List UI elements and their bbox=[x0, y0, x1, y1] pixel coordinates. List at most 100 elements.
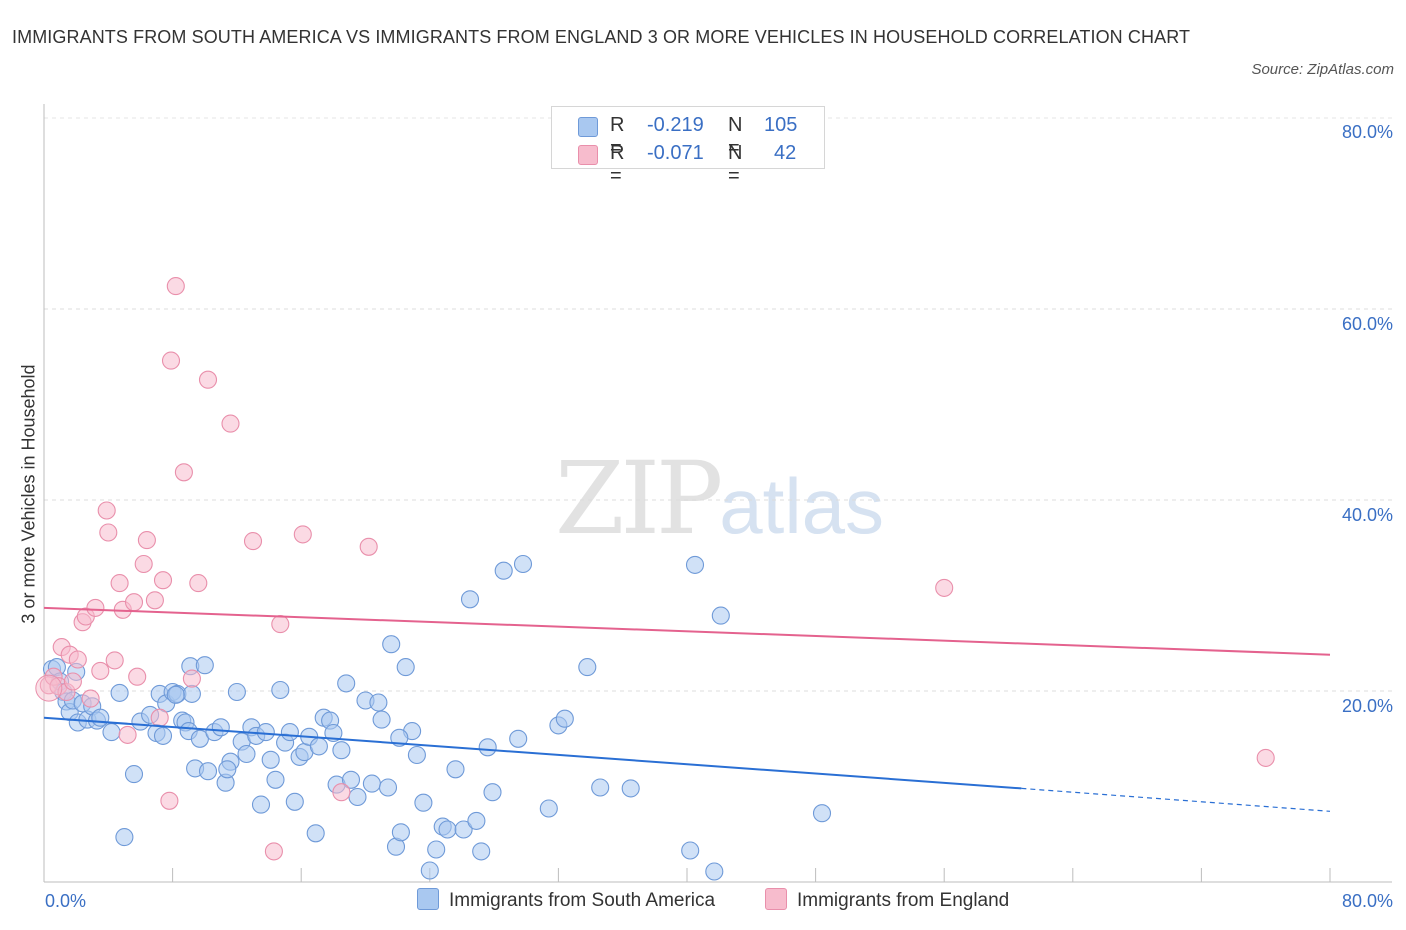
legend-n-value: 42 bbox=[774, 142, 797, 164]
data-point-south-america bbox=[306, 824, 325, 843]
data-point-south-america bbox=[621, 779, 640, 798]
legend-label: Immigrants from South America bbox=[449, 890, 716, 911]
data-point-england bbox=[198, 370, 218, 389]
data-point-south-america bbox=[256, 723, 275, 742]
data-point-england bbox=[63, 672, 82, 691]
data-point-england bbox=[332, 783, 351, 802]
trendline-south-america bbox=[43, 716, 1022, 790]
watermark-zip: ZIP bbox=[555, 440, 723, 557]
stats-legend: R = -0.219 N = 105 R = -0.071 N = 42 bbox=[551, 106, 825, 187]
legend-n-label: N = bbox=[728, 114, 743, 159]
data-point-south-america bbox=[91, 708, 110, 727]
data-point-south-america bbox=[390, 728, 409, 747]
data-point-south-america bbox=[261, 750, 280, 769]
data-point-south-america bbox=[198, 762, 218, 781]
data-point-south-america bbox=[407, 745, 426, 765]
data-point-south-america bbox=[124, 765, 144, 784]
data-point-south-america bbox=[420, 861, 439, 880]
data-point-south-america bbox=[438, 820, 457, 839]
data-point-england bbox=[81, 689, 100, 708]
data-point-england bbox=[128, 667, 147, 686]
data-point-south-america bbox=[446, 760, 465, 779]
legend-swatch bbox=[417, 888, 439, 910]
legend-swatch bbox=[578, 145, 598, 165]
legend-label: Immigrants from England bbox=[797, 890, 1010, 911]
data-point-england bbox=[935, 578, 954, 597]
data-point-south-america bbox=[454, 820, 473, 839]
data-point-england bbox=[150, 708, 169, 727]
data-point-england bbox=[124, 593, 144, 612]
trendline-south-america-extension bbox=[1021, 787, 1331, 812]
y-axis-label: 3 or more Vehicles in Household bbox=[18, 364, 39, 624]
data-point-south-america bbox=[555, 709, 574, 728]
data-point-south-america bbox=[472, 842, 491, 861]
legend-r-value: -0.219 bbox=[647, 114, 704, 136]
data-point-south-america bbox=[681, 841, 700, 860]
data-point-england bbox=[97, 501, 116, 520]
data-point-england bbox=[271, 615, 290, 634]
data-point-south-america bbox=[362, 774, 381, 793]
legend-item-england: Immigrants from England bbox=[765, 888, 1009, 912]
data-point-south-america bbox=[285, 792, 304, 811]
data-point-england bbox=[110, 574, 129, 593]
data-point-england bbox=[161, 351, 181, 370]
data-point-south-america bbox=[378, 778, 398, 797]
data-point-england bbox=[182, 669, 201, 688]
data-point-south-america bbox=[280, 723, 299, 742]
legend-n-value: 105 bbox=[764, 114, 798, 136]
y-tick-label: 40.0% bbox=[1341, 505, 1393, 525]
data-point-england bbox=[166, 277, 185, 296]
y-tick-label: 60.0% bbox=[1341, 314, 1393, 334]
data-point-england bbox=[293, 525, 312, 544]
trendline-england bbox=[43, 606, 1331, 656]
y-tick-label: 80.0% bbox=[1341, 122, 1393, 142]
legend-swatch bbox=[578, 117, 598, 137]
data-point-south-america bbox=[460, 590, 480, 609]
data-point-south-america bbox=[195, 656, 214, 675]
data-point-england bbox=[243, 532, 263, 551]
data-point-south-america bbox=[153, 726, 173, 745]
data-point-south-america bbox=[391, 823, 410, 842]
data-point-south-america bbox=[539, 799, 558, 818]
data-point-england bbox=[105, 651, 124, 670]
y-tick-label: 20.0% bbox=[1341, 696, 1393, 716]
data-point-south-america bbox=[578, 658, 597, 677]
data-point-south-america bbox=[711, 606, 730, 625]
x-tick-label: 80.0% bbox=[1341, 891, 1393, 911]
data-point-south-america bbox=[348, 787, 367, 807]
data-point-south-america bbox=[705, 862, 724, 881]
data-point-england bbox=[145, 591, 164, 610]
data-point-south-america bbox=[483, 783, 502, 802]
data-point-south-america bbox=[102, 723, 121, 742]
legend-item-south-america: Immigrants from South America bbox=[417, 888, 715, 912]
data-point-england bbox=[134, 554, 153, 574]
data-point-england bbox=[264, 842, 283, 861]
data-point-south-america bbox=[494, 561, 513, 580]
data-point-england bbox=[221, 414, 240, 433]
data-point-south-america bbox=[478, 738, 497, 757]
data-point-south-america bbox=[427, 840, 446, 859]
legend-r-label: R = bbox=[610, 142, 625, 187]
data-point-south-america bbox=[211, 718, 230, 737]
data-point-england bbox=[137, 531, 156, 550]
legend-r-label: R = bbox=[610, 114, 625, 159]
data-point-south-america bbox=[372, 710, 391, 729]
data-point-south-america bbox=[812, 804, 832, 823]
data-point-england bbox=[174, 463, 193, 482]
chart-title: IMMIGRANTS FROM SOUTH AMERICA VS IMMIGRA… bbox=[12, 27, 1191, 47]
data-point-south-america bbox=[324, 723, 343, 743]
data-point-england bbox=[160, 791, 179, 810]
data-point-england bbox=[35, 674, 63, 702]
data-point-south-america bbox=[271, 680, 290, 700]
legend-swatch bbox=[765, 888, 787, 910]
data-point-england bbox=[189, 574, 208, 593]
data-point-south-america bbox=[227, 682, 246, 702]
legend-n-label: N = bbox=[728, 142, 743, 187]
data-point-south-america bbox=[509, 729, 528, 748]
data-point-england bbox=[99, 523, 118, 542]
data-point-england bbox=[68, 650, 87, 669]
data-point-south-america bbox=[382, 635, 401, 654]
data-point-england bbox=[153, 571, 173, 590]
data-point-south-america bbox=[110, 683, 129, 702]
data-point-england bbox=[86, 598, 105, 617]
